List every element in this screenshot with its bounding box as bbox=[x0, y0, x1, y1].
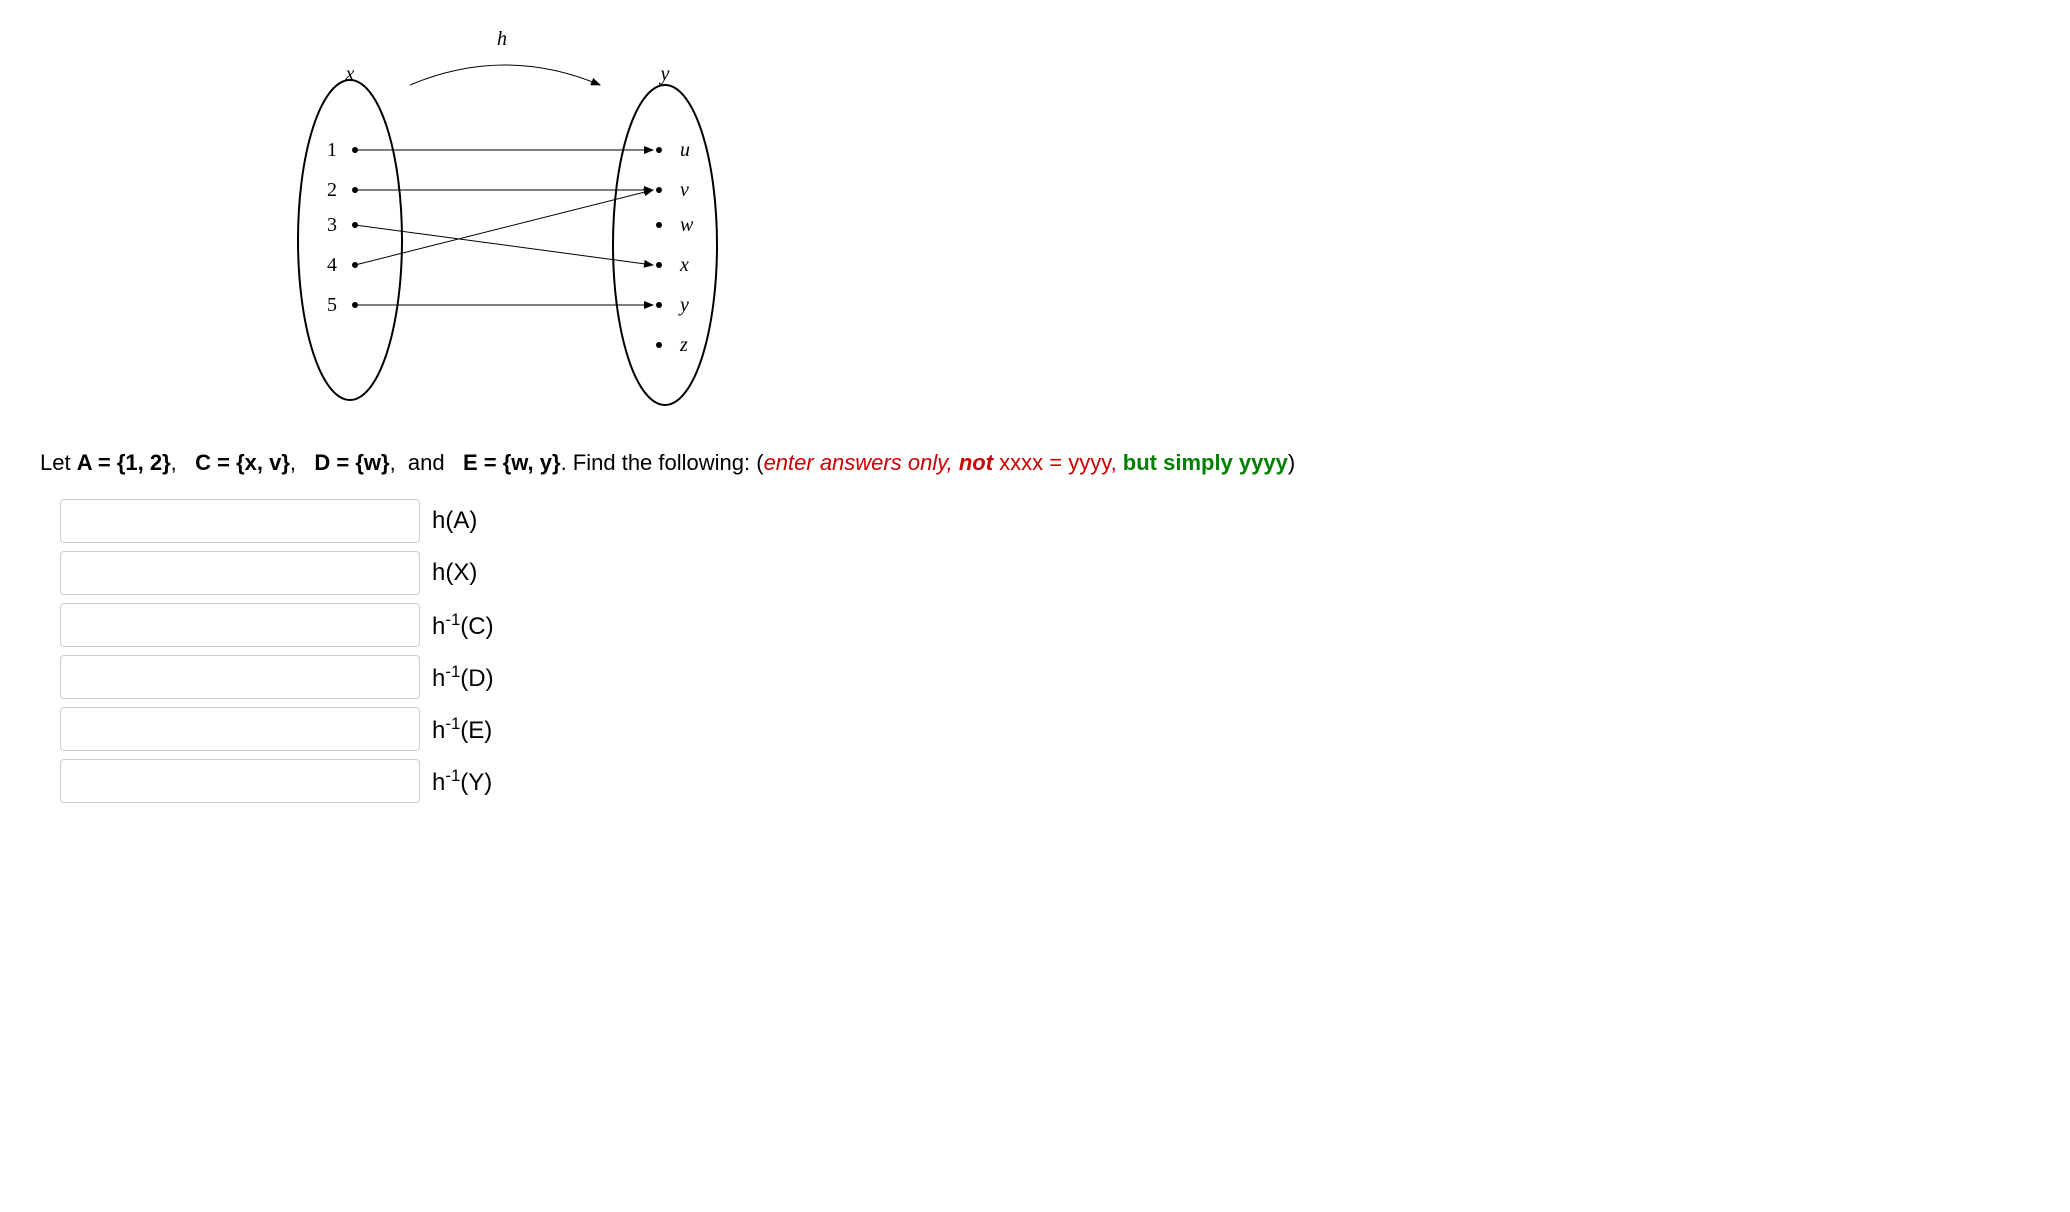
svg-text:w: w bbox=[680, 214, 694, 236]
answer-row: h(A) bbox=[60, 499, 2030, 543]
answer-label: h(A) bbox=[432, 507, 477, 535]
question-text: Let A = {1, 2}, C = {x, v}, D = {w}, and… bbox=[40, 446, 2030, 479]
hint-3: but simply yyyy bbox=[1117, 450, 1288, 475]
answer-label: h-1(E) bbox=[432, 714, 492, 745]
answer-input-4[interactable] bbox=[60, 707, 420, 751]
svg-text:5: 5 bbox=[327, 294, 337, 316]
answer-label: h(X) bbox=[432, 559, 477, 587]
hint-not: not bbox=[959, 450, 993, 475]
answer-input-0[interactable] bbox=[60, 499, 420, 543]
question-prefix: Let bbox=[40, 450, 77, 475]
svg-text:y: y bbox=[659, 63, 670, 85]
answer-row: h-1(C) bbox=[60, 603, 2030, 647]
set-D: D = {w} bbox=[314, 450, 389, 475]
answer-input-5[interactable] bbox=[60, 759, 420, 803]
svg-text:x: x bbox=[345, 63, 355, 85]
answer-row: h(X) bbox=[60, 551, 2030, 595]
svg-text:2: 2 bbox=[327, 179, 337, 201]
mapping-svg: hxy12345uvwxyz bbox=[240, 20, 760, 420]
svg-text:z: z bbox=[679, 334, 688, 356]
svg-text:u: u bbox=[680, 139, 690, 161]
answer-input-3[interactable] bbox=[60, 655, 420, 699]
function-diagram: hxy12345uvwxyz bbox=[240, 20, 2030, 426]
answer-rows-container: h(A) h(X) h-1(C) h-1(D) h-1(E) h-1(Y) bbox=[60, 499, 2030, 803]
svg-text:y: y bbox=[678, 294, 689, 316]
question-middle: . Find the following: ( bbox=[561, 450, 764, 475]
answer-input-2[interactable] bbox=[60, 603, 420, 647]
answer-row: h-1(E) bbox=[60, 707, 2030, 751]
hint-1: enter answers only, bbox=[764, 450, 959, 475]
svg-text:4: 4 bbox=[327, 254, 337, 276]
svg-text:x: x bbox=[679, 254, 689, 276]
hint-2: xxxx = yyyy, bbox=[993, 450, 1117, 475]
svg-text:3: 3 bbox=[327, 214, 337, 236]
question-end: ) bbox=[1288, 450, 1295, 475]
answer-label: h-1(Y) bbox=[432, 766, 492, 797]
set-C: C = {x, v} bbox=[195, 450, 290, 475]
svg-text:1: 1 bbox=[327, 139, 337, 161]
svg-text:v: v bbox=[680, 179, 689, 201]
answer-input-1[interactable] bbox=[60, 551, 420, 595]
set-E: E = {w, y} bbox=[463, 450, 561, 475]
answer-label: h-1(C) bbox=[432, 610, 494, 641]
answer-row: h-1(D) bbox=[60, 655, 2030, 699]
answer-row: h-1(Y) bbox=[60, 759, 2030, 803]
set-A: A = {1, 2} bbox=[77, 450, 171, 475]
answer-label: h-1(D) bbox=[432, 662, 494, 693]
svg-text:h: h bbox=[497, 28, 507, 50]
